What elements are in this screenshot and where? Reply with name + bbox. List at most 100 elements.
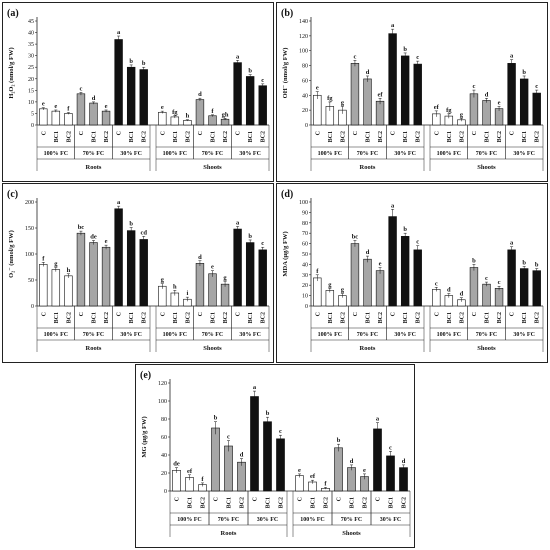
- y-tick-label: 0: [305, 123, 308, 129]
- category-label: BC1: [403, 312, 409, 323]
- bar: [233, 62, 242, 126]
- bar: [126, 66, 136, 126]
- bar: [363, 258, 372, 307]
- chart-svg: (a) H₂O₂ (nmol/g FW) 0 5 10 15 20 25 30 35 40 45 e Ce…: [7, 8, 270, 171]
- significance-letter: e: [298, 467, 301, 474]
- bar: [208, 115, 217, 126]
- bar: [313, 94, 322, 126]
- panel-label: (b): [281, 8, 293, 19]
- bar: [350, 243, 360, 307]
- significance-letter: a: [117, 199, 121, 206]
- significance-letter: b: [248, 68, 252, 75]
- bar: [64, 275, 73, 307]
- category-label: BC1: [311, 497, 317, 508]
- significance-letter: g: [341, 287, 345, 294]
- significance-letter: ef: [378, 91, 384, 98]
- bar: [375, 270, 385, 307]
- significance-letter: g: [161, 277, 165, 284]
- bar: [245, 242, 255, 307]
- group-label: 30% FC: [257, 517, 279, 523]
- significance-letter: c: [261, 77, 264, 84]
- y-tick-label: 200: [25, 200, 34, 206]
- group-label: 100% FC: [44, 332, 69, 338]
- significance-letter: g: [460, 111, 464, 118]
- significance-letter: fg: [327, 95, 333, 102]
- category-label: BC1: [403, 131, 409, 142]
- bar: [170, 116, 180, 126]
- bar: [245, 76, 255, 126]
- category-label: C: [315, 312, 321, 316]
- y-tick-label: 150: [25, 226, 34, 232]
- bar: [313, 277, 322, 307]
- category-label: BC1: [173, 312, 179, 323]
- y-tick-label: 40: [28, 31, 34, 37]
- significance-letter: c: [227, 434, 230, 441]
- category-label: C: [117, 131, 123, 135]
- y-tick-label: 80: [161, 417, 167, 423]
- significance-letter: c: [472, 83, 475, 90]
- significance-letter: i: [186, 290, 188, 297]
- bar: [347, 467, 356, 492]
- significance-letter: g: [341, 99, 345, 106]
- significance-letter: b: [266, 410, 270, 417]
- significance-letter: cd: [140, 229, 147, 236]
- organ-label: Shoots: [477, 164, 496, 171]
- category-label: BC2: [459, 312, 465, 323]
- category-label: BC1: [522, 131, 528, 142]
- significance-letter: c: [435, 280, 438, 287]
- bar: [76, 93, 86, 126]
- significance-letter: a: [236, 219, 240, 226]
- category-label: BC2: [261, 131, 267, 142]
- category-label: C: [353, 312, 359, 316]
- significance-letter: f: [67, 106, 70, 113]
- y-axis-label: O₂⁻ (nmol/g FW): [8, 230, 15, 278]
- group-label: 70% FC: [202, 332, 224, 338]
- category-label: C: [510, 131, 516, 135]
- category-label: BC1: [211, 131, 217, 142]
- bar: [400, 236, 410, 307]
- category-label: BC2: [535, 131, 541, 142]
- category-label: C: [510, 312, 516, 316]
- bar: [386, 455, 395, 492]
- organ-label: Shoots: [203, 345, 222, 352]
- y-tick-label: 30: [28, 54, 34, 60]
- category-label: BC1: [248, 131, 254, 142]
- significance-letter: d: [240, 452, 244, 459]
- bar: [64, 113, 73, 126]
- group-label: 70% FC: [83, 151, 105, 157]
- category-label: BC2: [66, 131, 72, 142]
- category-label: BC1: [366, 312, 372, 323]
- category-label: BC1: [92, 131, 98, 142]
- significance-letter: gh: [222, 111, 229, 118]
- bar: [39, 264, 48, 307]
- y-tick-label: 50: [28, 278, 34, 284]
- significance-letter: d: [92, 95, 96, 102]
- significance-letter: de: [90, 233, 97, 240]
- category-label: BC1: [173, 131, 179, 142]
- significance-letter: b: [214, 415, 218, 422]
- y-tick-label: 20: [302, 108, 308, 114]
- significance-letter: f: [42, 255, 45, 262]
- category-label: BC1: [129, 312, 135, 323]
- y-axis-label: MG (µg/g FW): [141, 416, 148, 457]
- y-tick-label: 25: [28, 65, 34, 71]
- group-label: 30% FC: [394, 332, 416, 338]
- bar: [89, 242, 98, 307]
- significance-letter: c: [498, 279, 501, 286]
- significance-letter: fg: [446, 107, 452, 114]
- group-label: 100% FC: [300, 517, 325, 523]
- category-label: BC2: [223, 131, 229, 142]
- y-axis-label: OH⁻ (nmol/g FW): [282, 48, 289, 99]
- bar: [375, 100, 385, 126]
- category-label: C: [337, 497, 343, 501]
- significance-letter: e: [42, 101, 45, 108]
- significance-letter: ef: [434, 104, 440, 111]
- bar: [413, 249, 422, 307]
- bar: [250, 396, 259, 492]
- significance-letter: a: [510, 53, 514, 60]
- significance-letter: g: [328, 281, 332, 288]
- bar: [388, 216, 397, 307]
- category-label: BC1: [447, 131, 453, 142]
- bar: [482, 283, 491, 307]
